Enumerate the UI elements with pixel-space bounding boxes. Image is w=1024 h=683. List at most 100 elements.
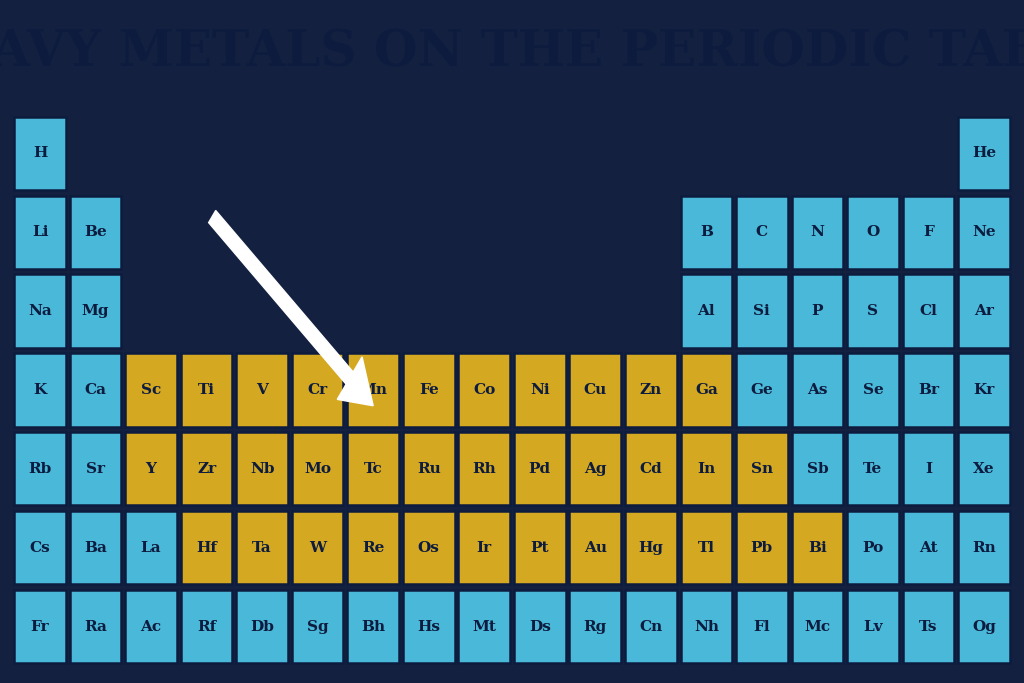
Bar [958, 432, 1010, 505]
Bar [402, 432, 455, 505]
Text: Ru: Ru [417, 462, 440, 476]
Bar [792, 353, 843, 427]
Text: Re: Re [362, 541, 384, 555]
Bar [292, 590, 343, 663]
Text: Nh: Nh [694, 619, 719, 634]
Bar [625, 511, 677, 585]
Text: H: H [33, 146, 47, 161]
Text: Lv: Lv [863, 619, 883, 634]
Bar [958, 590, 1010, 663]
Bar [736, 590, 787, 663]
Bar [181, 590, 232, 663]
Text: Hf: Hf [197, 541, 217, 555]
Text: Pd: Pd [528, 462, 551, 476]
Bar [181, 511, 232, 585]
Bar [14, 275, 66, 348]
Bar [70, 590, 122, 663]
Bar [902, 432, 954, 505]
Bar [237, 511, 288, 585]
Bar [625, 353, 677, 427]
Bar [958, 275, 1010, 348]
Text: V: V [256, 383, 268, 397]
Text: Fr: Fr [31, 619, 49, 634]
Text: Ra: Ra [84, 619, 108, 634]
Text: Ge: Ge [751, 383, 773, 397]
Text: P: P [812, 304, 823, 318]
Text: Ni: Ni [530, 383, 550, 397]
Bar [847, 590, 899, 663]
Bar [569, 590, 622, 663]
Text: Ti: Ti [198, 383, 215, 397]
Text: I: I [925, 462, 932, 476]
Text: Zn: Zn [640, 383, 662, 397]
Text: Mo: Mo [304, 462, 331, 476]
Text: Mn: Mn [359, 383, 387, 397]
Bar [681, 353, 732, 427]
Bar [14, 195, 66, 269]
Text: Cd: Cd [639, 462, 663, 476]
Bar [625, 432, 677, 505]
Bar [514, 590, 565, 663]
Bar [402, 511, 455, 585]
Text: Mc: Mc [804, 619, 830, 634]
Text: Cu: Cu [584, 383, 607, 397]
Bar [792, 511, 843, 585]
Bar [237, 432, 288, 505]
Text: Ac: Ac [140, 619, 162, 634]
Text: Au: Au [584, 541, 607, 555]
Text: Sb: Sb [807, 462, 828, 476]
Bar [181, 353, 232, 427]
Text: Ar: Ar [974, 304, 994, 318]
Text: Sr: Sr [86, 462, 105, 476]
Bar [569, 432, 622, 505]
Text: Rf: Rf [197, 619, 216, 634]
Bar [292, 511, 343, 585]
Bar [14, 511, 66, 585]
Bar [459, 432, 510, 505]
Bar [958, 117, 1010, 190]
Text: Hg: Hg [638, 541, 664, 555]
Text: Sc: Sc [141, 383, 161, 397]
Bar [347, 353, 399, 427]
Text: Fe: Fe [419, 383, 438, 397]
Text: Fl: Fl [754, 619, 770, 634]
Bar [792, 432, 843, 505]
Bar [292, 353, 343, 427]
Bar [459, 353, 510, 427]
Text: HEAVY METALS ON THE PERIODIC TABLE: HEAVY METALS ON THE PERIODIC TABLE [0, 29, 1024, 77]
Text: Db: Db [250, 619, 274, 634]
Text: As: As [807, 383, 827, 397]
Text: W: W [309, 541, 327, 555]
Bar [402, 590, 455, 663]
Text: Rb: Rb [29, 462, 51, 476]
Bar [736, 511, 787, 585]
Bar [736, 275, 787, 348]
Text: Tl: Tl [697, 541, 715, 555]
Bar [402, 353, 455, 427]
Bar [847, 195, 899, 269]
Text: Ga: Ga [695, 383, 718, 397]
Text: Po: Po [862, 541, 884, 555]
Text: Sn: Sn [751, 462, 773, 476]
Text: Ts: Ts [920, 619, 938, 634]
Bar [958, 353, 1010, 427]
Text: Mg: Mg [82, 304, 110, 318]
Text: Al: Al [697, 304, 715, 318]
Bar [514, 353, 565, 427]
Bar [181, 432, 232, 505]
Text: Ba: Ba [84, 541, 108, 555]
Bar [569, 511, 622, 585]
Text: F: F [923, 225, 934, 239]
Text: Na: Na [29, 304, 52, 318]
Text: Kr: Kr [974, 383, 994, 397]
Text: Rh: Rh [472, 462, 496, 476]
Bar [681, 590, 732, 663]
Text: Tc: Tc [364, 462, 383, 476]
Text: Y: Y [145, 462, 157, 476]
Bar [625, 590, 677, 663]
Bar [847, 432, 899, 505]
Text: Ag: Ag [584, 462, 606, 476]
Bar [70, 353, 122, 427]
Text: S: S [867, 304, 879, 318]
Text: Se: Se [862, 383, 884, 397]
